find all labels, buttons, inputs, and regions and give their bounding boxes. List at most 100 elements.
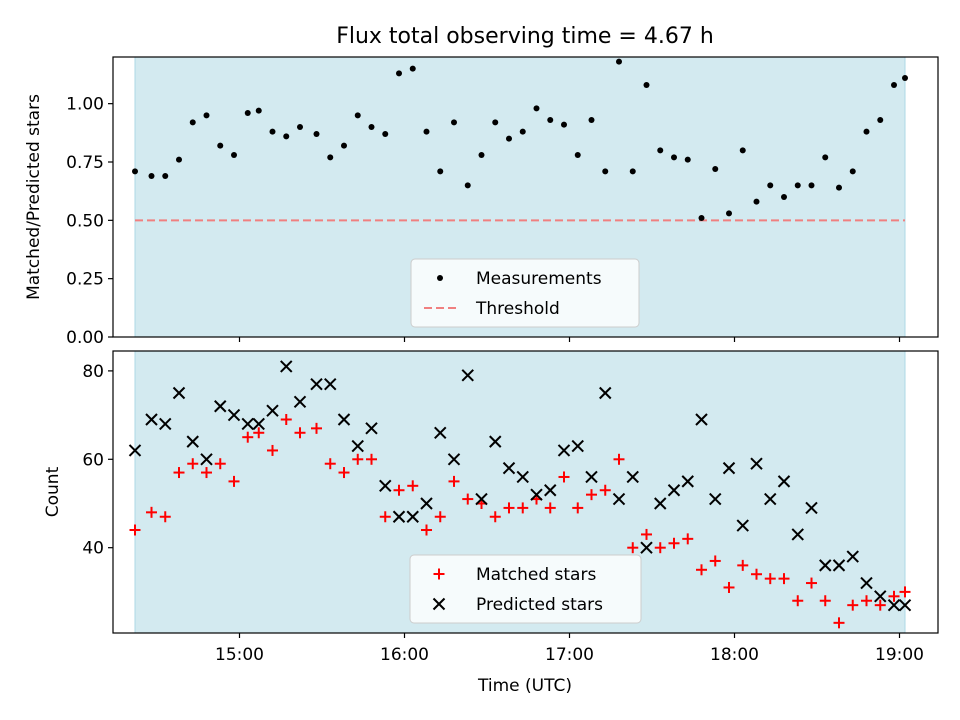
matched-star-point — [751, 568, 762, 580]
matched-star-point — [668, 537, 680, 549]
legend-predicted-label: Predicted stars — [476, 595, 603, 615]
matched-star-point — [709, 555, 721, 567]
matched-star-point — [899, 586, 911, 598]
matched-star-point — [379, 511, 391, 523]
measurement-point — [547, 117, 554, 123]
predicted-star-point — [379, 479, 392, 493]
legend-matched-marker — [433, 568, 445, 580]
ratio-legend: Measurements Threshold — [410, 258, 640, 328]
legend-measurements-label: Measurements — [476, 269, 602, 289]
matched-star-point — [173, 467, 185, 479]
measurement-point — [533, 105, 540, 112]
predicted-star-point — [159, 417, 172, 431]
matched-star-point — [421, 524, 432, 536]
legend-threshold-label: Threshold — [475, 299, 560, 319]
matched-star-point — [503, 502, 515, 514]
measurement-point — [836, 184, 842, 191]
predicted-star-point — [266, 404, 279, 417]
measurement-point — [574, 152, 581, 158]
predicted-star-point — [365, 422, 378, 435]
x-tick-label: 19:00 — [875, 645, 924, 665]
predicted-star-point — [214, 400, 227, 413]
y-tick-label: 0.00 — [66, 328, 104, 348]
matched-star-point — [861, 595, 872, 607]
matched-star-point — [613, 453, 625, 465]
matched-star-point — [819, 595, 831, 607]
matched-star-point — [764, 573, 776, 585]
y-tick-label: 40 — [82, 539, 104, 559]
predicted-star-point — [599, 386, 612, 400]
measurement-point — [822, 154, 829, 161]
measurement-point — [492, 119, 499, 126]
matched-star-point — [599, 484, 611, 496]
predicted-star-point — [186, 435, 199, 448]
measurement-point — [327, 154, 334, 161]
measurement-point — [588, 117, 595, 123]
measurement-point — [382, 131, 389, 137]
matched-star-point — [448, 475, 460, 487]
measurement-point — [891, 82, 897, 88]
predicted-star-point — [324, 377, 337, 391]
legend-measurements-marker — [437, 275, 443, 281]
measurement-point — [313, 131, 320, 137]
measurement-point — [712, 166, 719, 172]
x-tick-label: 17:00 — [545, 645, 594, 665]
measurement-point — [629, 168, 636, 175]
predicted-star-point — [227, 408, 241, 422]
measurement-point — [297, 124, 303, 130]
measurement-point — [464, 182, 471, 189]
predicted-star-point — [722, 461, 736, 475]
predicted-star-point — [846, 550, 859, 563]
matched-star-point — [201, 467, 212, 479]
matched-star-point — [324, 458, 336, 470]
predicted-star-point — [571, 439, 584, 453]
matched-star-point — [778, 573, 790, 585]
predicted-star-point — [777, 475, 791, 488]
measurement-point — [269, 128, 276, 135]
y-tick-label: 80 — [82, 362, 104, 382]
predicted-star-point — [434, 426, 447, 439]
predicted-star-point — [626, 470, 639, 484]
predicted-star-point — [406, 510, 419, 523]
measurement-point — [657, 147, 664, 154]
measurement-point — [189, 119, 196, 126]
matched-star-point — [627, 542, 639, 554]
count-legend: Matched stars Predicted stars — [409, 554, 642, 624]
matched-star-point — [517, 502, 529, 514]
predicted-star-point — [640, 541, 653, 554]
x-axis-label: Time (UTC) — [477, 676, 572, 696]
predicted-star-point — [860, 576, 873, 590]
predicted-star-point — [489, 435, 502, 448]
matched-star-point — [558, 471, 570, 483]
measurement-point — [863, 128, 870, 135]
matched-star-point — [294, 427, 306, 439]
matched-star-point — [586, 489, 597, 501]
measurement-point — [849, 168, 856, 175]
predicted-star-point — [461, 369, 474, 382]
measurement-point — [244, 110, 251, 116]
measurement-point — [354, 112, 361, 119]
y-tick-label: 0.75 — [66, 153, 104, 173]
measurement-point — [283, 133, 290, 140]
matched-star-point — [352, 453, 364, 465]
measurement-point — [767, 182, 774, 189]
measurement-point — [602, 168, 609, 175]
matched-star-point — [723, 581, 735, 593]
matched-star-point — [214, 458, 226, 470]
measurement-point — [203, 112, 210, 119]
predicted-star-point — [544, 484, 557, 497]
measurement-point — [148, 173, 155, 179]
chart-title: Flux total observing time = 4.67 h — [336, 24, 714, 49]
matched-star-point — [434, 511, 446, 523]
predicted-star-point — [612, 492, 626, 506]
legend-plus — [433, 568, 445, 580]
matched-star-point — [737, 559, 749, 571]
legend-predicted-marker — [432, 597, 446, 611]
legend-cross — [432, 597, 446, 611]
matched-star-point — [847, 599, 859, 611]
matched-star-point — [696, 564, 707, 576]
measurement-point — [162, 173, 169, 179]
matched-star-point — [888, 590, 900, 602]
y-tick-label: 60 — [82, 450, 104, 470]
measurement-point — [255, 107, 262, 114]
